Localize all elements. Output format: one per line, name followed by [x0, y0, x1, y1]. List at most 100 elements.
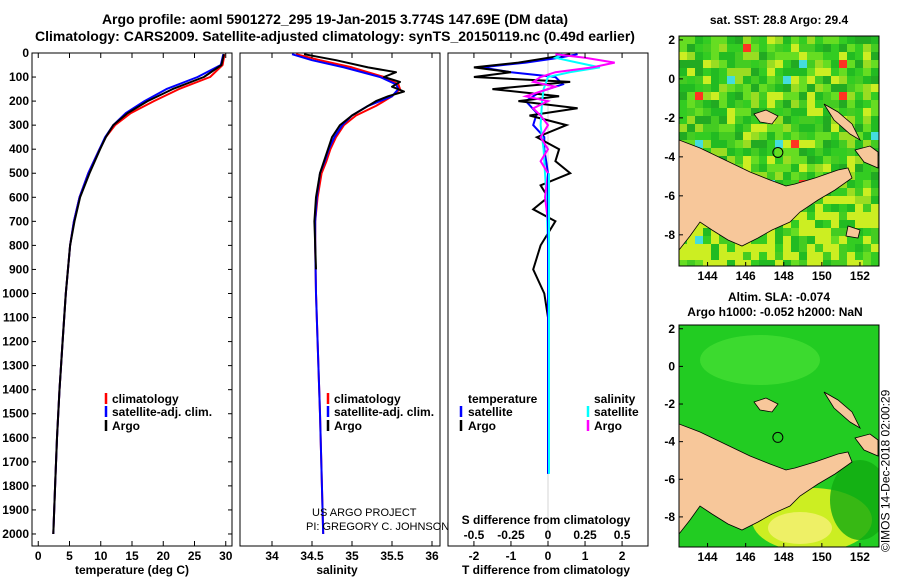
sst-cell	[823, 52, 831, 60]
sst-cell	[855, 60, 863, 68]
sst-cell	[855, 220, 863, 228]
sst-cell	[839, 244, 847, 252]
sst-cell	[807, 148, 815, 156]
sst-cell	[767, 252, 775, 260]
sst-cell	[871, 76, 879, 84]
sst-cell	[703, 76, 711, 84]
sst-cell	[687, 36, 695, 44]
sst-cell	[767, 108, 775, 116]
sst-cell	[863, 220, 871, 228]
sst-cell	[863, 108, 871, 116]
sst-cell	[719, 84, 727, 92]
sst-cell	[679, 60, 687, 68]
sst-cell	[735, 140, 743, 148]
sst-cell	[791, 76, 799, 84]
sst-cell	[839, 132, 847, 140]
sst-cell	[735, 84, 743, 92]
sst-cell	[703, 228, 711, 236]
difference-xlabel: T difference from climatology	[462, 563, 630, 577]
sst-cell	[855, 84, 863, 92]
sst-cell	[783, 236, 791, 244]
sst-cell	[831, 84, 839, 92]
sst-cell	[815, 36, 823, 44]
sst-cell	[807, 92, 815, 100]
sst-cell	[775, 76, 783, 84]
sst-cell	[807, 220, 815, 228]
map-x-tick-label: 146	[736, 269, 756, 283]
sst-cell	[711, 92, 719, 100]
sst-cell	[735, 100, 743, 108]
sst-cell	[719, 44, 727, 52]
sst-cell	[815, 260, 823, 266]
sst-cell	[839, 44, 847, 52]
sst-cell	[815, 196, 823, 204]
sst-cell	[847, 252, 855, 260]
sst-cell	[791, 36, 799, 44]
sst-cell	[863, 68, 871, 76]
sst-cell	[799, 124, 807, 132]
x-tick-label: 5	[66, 549, 73, 563]
sst-cell	[751, 100, 759, 108]
sst-cell	[863, 172, 871, 180]
sst-cell	[735, 36, 743, 44]
sst-cell	[791, 132, 799, 140]
x-tick-label: 34	[265, 549, 279, 563]
sst-cell	[855, 116, 863, 124]
sst-cell	[775, 100, 783, 108]
sst-cell	[855, 196, 863, 204]
sst-cell	[847, 260, 855, 266]
sst-cell	[783, 44, 791, 52]
sst-cell	[727, 148, 735, 156]
sst-cell	[767, 100, 775, 108]
sst-cell	[719, 244, 727, 252]
sst-cell	[799, 44, 807, 52]
sst-cell	[735, 244, 743, 252]
credit-project: US ARGO PROJECT	[312, 507, 417, 519]
sst-cell	[791, 220, 799, 228]
depth-tick-label: 1900	[2, 503, 29, 517]
legend-label-t-satellite: satellite	[468, 405, 513, 419]
sst-cell	[783, 100, 791, 108]
sst-cell	[791, 164, 799, 172]
map-y-tick-label: 0	[668, 72, 675, 86]
credit-pi: PI: GREGORY C. JOHNSON	[306, 521, 449, 533]
sst-cell	[783, 36, 791, 44]
sst-cell	[727, 140, 735, 148]
sst-cell	[695, 68, 703, 76]
sst-cell	[687, 52, 695, 60]
x-tick-label: 1	[582, 549, 589, 563]
sst-cell	[775, 172, 783, 180]
sst-cell	[831, 124, 839, 132]
sst-cell	[703, 124, 711, 132]
sst-cell	[799, 52, 807, 60]
sst-cell	[711, 148, 719, 156]
sst-cell	[847, 52, 855, 60]
sst-cell	[743, 124, 751, 132]
sst-cell	[679, 108, 687, 116]
sst-cell	[687, 100, 695, 108]
sst-cell	[791, 148, 799, 156]
sst-cell	[759, 84, 767, 92]
sst-cell	[863, 188, 871, 196]
sst-cell	[679, 132, 687, 140]
sst-cell	[775, 252, 783, 260]
sst-island-3	[854, 145, 879, 169]
sst-cell	[847, 244, 855, 252]
sst-cell	[679, 244, 687, 252]
sst-cell	[759, 140, 767, 148]
sst-cell	[695, 44, 703, 52]
sst-cell	[799, 140, 807, 148]
sst-cell	[823, 76, 831, 84]
sst-cell	[695, 52, 703, 60]
s-tick-label: -0.25	[497, 528, 525, 542]
sst-cell	[695, 108, 703, 116]
sst-cell	[831, 204, 839, 212]
sst-cell	[847, 108, 855, 116]
depth-tick-label: 100	[9, 70, 29, 84]
sst-island-4	[845, 225, 861, 239]
series-line-satellite-adj-clim-	[291, 53, 400, 535]
sst-cell	[695, 228, 703, 236]
sst-cell	[727, 68, 735, 76]
sst-cell	[815, 76, 823, 84]
